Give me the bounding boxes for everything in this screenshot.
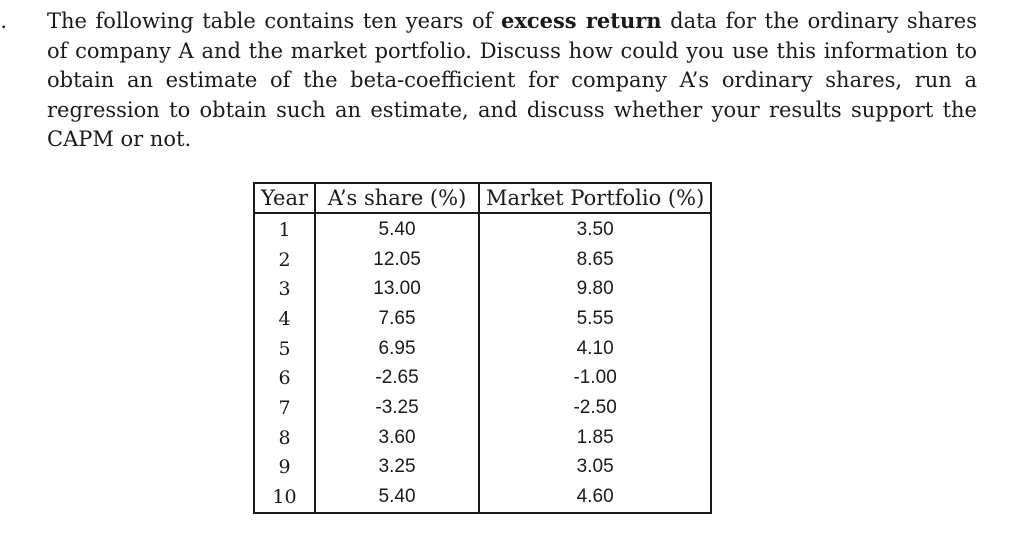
cell-a-share: 7.65	[315, 304, 481, 334]
header-a-share: A’s share (%)	[315, 183, 481, 214]
cell-year: 3	[254, 274, 317, 305]
cell-market-portfolio: -1.00	[573, 367, 617, 389]
table-row: 4 7.65 5.55	[254, 304, 711, 334]
table-row: 10 5.40 4.60	[254, 482, 711, 513]
cell-year: 5	[254, 333, 317, 364]
question-body: data for the ordinary shares of company …	[47, 9, 978, 151]
cell-a-share: 13.00	[315, 274, 481, 305]
cell-market-portfolio: 3.50	[576, 218, 614, 240]
question-intro: The following table contains ten years o…	[47, 9, 501, 33]
cell-market-portfolio: 9.80	[576, 278, 614, 300]
cell-market-portfolio: -2.50	[573, 396, 617, 418]
cell-market-portfolio: 8.65	[576, 248, 614, 270]
table-row: 8 3.60 1.85	[254, 422, 711, 453]
cell-year: 9	[254, 452, 317, 483]
header-market-portfolio: Market Portfolio (%)	[479, 183, 712, 214]
cell-market-portfolio: 1.85	[576, 426, 614, 448]
table-row: 9 3.25 3.05	[254, 452, 711, 483]
header-year: Year	[254, 183, 317, 214]
cell-year: 2	[254, 244, 317, 275]
question-text: 2. The following table contains ten years…	[0, 6, 978, 155]
table-row: 3 13.00 9.80	[254, 274, 711, 305]
question-number: 2.	[0, 9, 8, 33]
cell-a-share: 6.95	[315, 333, 481, 364]
cell-a-share: 5.40	[315, 482, 481, 513]
cell-market-portfolio: 4.10	[576, 337, 614, 359]
table-row: 2 12.05 8.65	[254, 244, 711, 275]
table-header-row: Year A’s share (%) Market Portfolio (%)	[254, 183, 712, 214]
cell-year: 6	[254, 363, 317, 394]
question-emphasis: excess return	[500, 8, 662, 33]
cell-year: 10	[254, 482, 317, 513]
cell-market-portfolio: 5.55	[576, 307, 614, 329]
cell-a-share: 5.40	[315, 213, 481, 245]
cell-a-share: -2.65	[315, 363, 481, 394]
cell-market-portfolio: 3.05	[576, 456, 614, 478]
cell-year: 1	[254, 213, 317, 245]
table-row: 5 6.95 4.10	[254, 333, 711, 364]
cell-a-share: -3.25	[315, 393, 481, 423]
table-row: 6 -2.65 -1.00	[254, 363, 711, 394]
cell-year: 7	[254, 393, 317, 423]
cell-a-share: 12.05	[315, 244, 481, 275]
question-paragraph: 2. The following table contains ten years…	[0, 6, 978, 155]
table-row: 7 -3.25 -2.50	[254, 393, 711, 423]
returns-table: Year A’s share (%) Market Portfolio (%) …	[253, 182, 713, 514]
table-row: 1 5.40 3.50	[254, 213, 711, 245]
cell-a-share: 3.25	[315, 452, 481, 483]
cell-a-share: 3.60	[315, 422, 481, 453]
cell-year: 4	[254, 304, 317, 334]
cell-market-portfolio: 4.60	[576, 486, 614, 508]
cell-year: 8	[254, 422, 317, 453]
